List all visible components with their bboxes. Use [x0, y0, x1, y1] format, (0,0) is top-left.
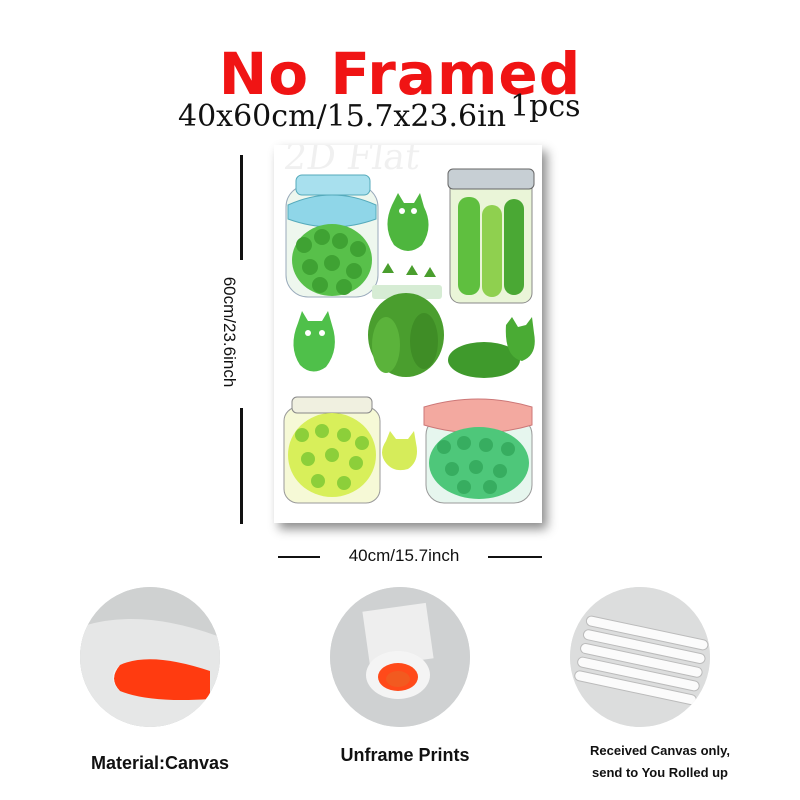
material-canvas-photo	[80, 587, 220, 727]
tubes-icon	[570, 587, 710, 727]
jar-blue-lid	[285, 174, 379, 298]
jar-pink-lid	[423, 398, 533, 504]
cat-left-middle	[293, 311, 335, 372]
height-line-bottom	[240, 408, 243, 524]
cat-yellow-small	[382, 431, 417, 471]
caption-material: Material:Canvas	[90, 753, 230, 773]
caption-received: Received Canvas only, send to You Rolled…	[560, 740, 760, 784]
canvas-roll-edge-icon	[80, 587, 220, 727]
width-label: 40cm/15.7inch	[348, 546, 460, 565]
rolled-tubes-photo	[570, 587, 710, 727]
size-text: 40x60cm/15.7x23.6in	[178, 99, 507, 134]
size-spec: 40x60cm/15.7x23.6in 1pcs	[178, 90, 581, 134]
jar-tall-pickle	[447, 168, 535, 304]
width-line-left	[278, 556, 320, 558]
cats-middle-cluster	[368, 263, 444, 377]
pickle-cats-artwork	[283, 168, 535, 504]
caption-unframe: Unframe Prints	[340, 745, 470, 765]
width-line-right	[488, 556, 542, 558]
rolled-canvas-icon	[330, 587, 470, 727]
height-line-top	[240, 155, 243, 260]
cat-small-top	[387, 193, 429, 251]
caption-received-line2: send to You Rolled up	[591, 765, 729, 780]
quantity-text: 1pcs	[510, 89, 581, 124]
height-label: 60cm/23.6inch	[220, 276, 239, 388]
poster-image: 2D Flat	[274, 145, 542, 523]
jar-yellow	[283, 396, 381, 504]
watermark: 2D Flat	[281, 145, 423, 178]
caption-received-line1: Received Canvas only,	[590, 743, 730, 758]
cat-lying-right	[448, 317, 535, 378]
title-no-framed: No Framed	[218, 40, 582, 108]
unframe-prints-photo	[330, 587, 470, 727]
